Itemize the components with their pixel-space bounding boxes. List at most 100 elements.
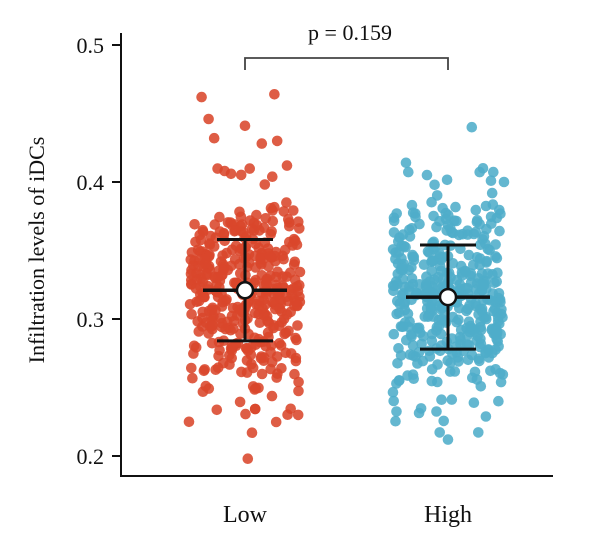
data-point-high (429, 179, 440, 191)
data-point-high (441, 174, 453, 186)
data-point-high (390, 415, 401, 427)
data-point-high (436, 394, 447, 406)
x-category-low: Low (223, 502, 268, 528)
data-point-high (424, 351, 436, 362)
outlier-point-low (203, 113, 214, 125)
data-point-low (290, 235, 301, 246)
y-tick-label: 0.2 (77, 444, 105, 469)
outlier-point-low (292, 409, 304, 421)
y-axis-label: Infiltration levels of iDCs (24, 137, 49, 364)
data-point-high (403, 321, 415, 333)
data-point-high (391, 406, 402, 417)
data-point-high (453, 356, 464, 367)
data-point-high (461, 305, 472, 317)
data-point-high (495, 376, 507, 388)
data-point-low (185, 268, 197, 280)
y-tick-label: 0.4 (77, 170, 105, 195)
data-point-high (431, 406, 442, 417)
data-point-high (426, 265, 438, 277)
data-point-high (420, 281, 432, 292)
data-point-high (486, 187, 498, 199)
x-category-high: High (424, 502, 472, 528)
y-tick-label: 0.3 (77, 307, 105, 332)
data-point-low (246, 223, 258, 235)
data-point-high (490, 364, 501, 375)
data-point-low (292, 299, 303, 311)
data-point-high (397, 263, 408, 275)
data-point-low (255, 353, 267, 364)
data-point-low (234, 396, 246, 408)
outlier-point-low (256, 138, 268, 149)
data-point-high (392, 279, 403, 290)
data-point-high (462, 283, 473, 294)
data-point-high (444, 366, 456, 377)
data-point-high (388, 395, 400, 407)
outlier-point-low (196, 91, 207, 103)
data-point-low (251, 209, 262, 221)
data-point-high (462, 339, 473, 351)
data-point-low (216, 317, 228, 329)
data-point-high (451, 215, 462, 227)
data-point-high (432, 282, 444, 293)
data-point-low (212, 272, 223, 283)
data-point-low (266, 390, 278, 402)
data-point-high (474, 355, 485, 367)
data-point-low (212, 362, 224, 374)
data-point-high (422, 246, 434, 257)
data-point-high (491, 252, 503, 264)
data-point-high (426, 196, 437, 208)
data-point-low (281, 309, 293, 320)
data-point-high (427, 255, 438, 267)
data-point-high (485, 175, 497, 186)
data-point-low (186, 247, 198, 258)
mean-sd-errorbars (203, 238, 490, 351)
data-point-low (187, 372, 198, 384)
data-point-high (406, 199, 418, 211)
data-point-high (465, 293, 477, 305)
data-point-high (488, 166, 499, 178)
data-point-high (447, 258, 459, 269)
data-point-low (197, 312, 208, 324)
data-point-high (431, 221, 442, 233)
data-point-low (267, 171, 278, 182)
data-point-high (388, 328, 400, 340)
data-point-low (293, 385, 304, 397)
data-point-low (258, 309, 270, 321)
data-point-high (412, 358, 423, 369)
data-point-high (406, 273, 418, 284)
data-point-high (494, 225, 505, 237)
data-point-low (281, 197, 292, 208)
data-point-high (497, 312, 508, 323)
data-point-low (250, 262, 261, 273)
data-point-low (188, 348, 199, 359)
data-point-low (190, 283, 202, 294)
data-point-low (197, 226, 209, 238)
data-point-low (291, 334, 302, 346)
p-value-annotation: p = 0.159 (308, 20, 392, 45)
data-point-low (293, 376, 304, 388)
data-point-high (446, 394, 458, 405)
data-point-low (226, 310, 238, 322)
data-point-low (189, 219, 200, 230)
data-point-high (463, 249, 475, 261)
data-point-high (462, 354, 474, 366)
data-point-low (207, 320, 218, 332)
data-point-high (468, 397, 480, 409)
data-point-high (473, 309, 484, 320)
data-point-high (492, 326, 503, 338)
data-point-high (395, 350, 407, 361)
data-point-high (487, 199, 499, 210)
data-point-high (404, 281, 415, 292)
data-point-high (404, 224, 415, 236)
data-point-low (265, 202, 277, 214)
data-point-high (414, 327, 426, 339)
data-point-high (473, 427, 484, 438)
data-point-high (392, 358, 403, 369)
data-point-low (265, 229, 277, 240)
data-point-low (244, 163, 255, 174)
data-point-high (490, 344, 501, 356)
data-point-high (480, 346, 491, 358)
data-point-low (285, 403, 297, 415)
data-point-low (235, 169, 247, 181)
